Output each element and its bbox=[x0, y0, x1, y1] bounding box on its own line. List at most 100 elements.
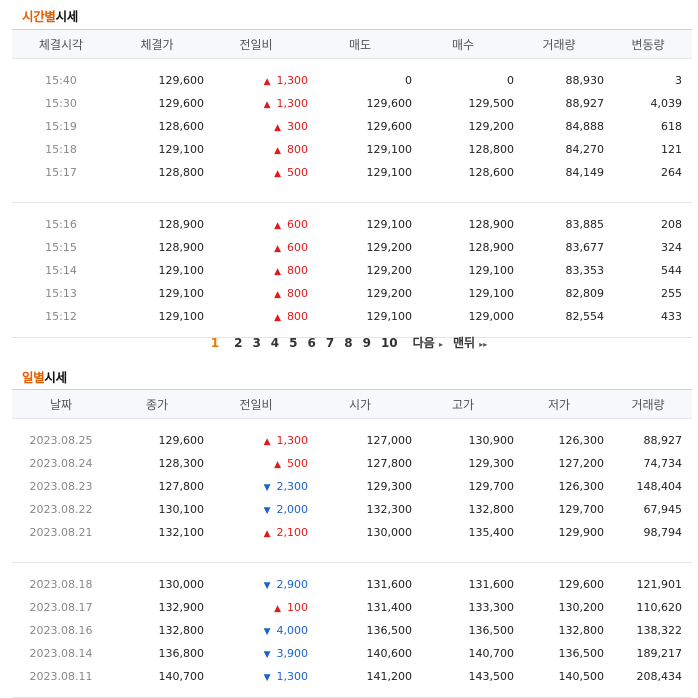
low-cell: 136,500 bbox=[558, 647, 605, 660]
volume-cell: 83,353 bbox=[565, 264, 605, 277]
diff-value: 800 bbox=[287, 143, 308, 156]
close-cell: 130,000 bbox=[158, 578, 205, 591]
col-header-volume: 거래량 bbox=[604, 389, 692, 419]
last-page-link[interactable]: 맨뒤 ▸▸ bbox=[452, 336, 488, 350]
buy-cell: 128,800 bbox=[468, 143, 515, 156]
change-cell: 255 bbox=[661, 287, 682, 300]
table-row: 15:30 129,600 ▲ 1,300 129,600 129,500 88,927 4,… bbox=[12, 92, 692, 115]
next-page-link[interactable]: 다음 ▸ bbox=[412, 336, 443, 350]
table-row: 2023.08.11 140,700 ▼ 1,300 141,200 143,500 140… bbox=[12, 665, 692, 688]
buy-cell: 129,100 bbox=[468, 264, 515, 277]
diff-value: 800 bbox=[287, 264, 308, 277]
page-link-9[interactable]: 9 bbox=[362, 336, 371, 350]
open-cell: 132,300 bbox=[366, 503, 413, 516]
close-cell: 132,800 bbox=[158, 624, 205, 637]
high-cell: 131,600 bbox=[468, 578, 515, 591]
time-cell: 15:18 bbox=[45, 143, 77, 156]
buy-cell: 129,100 bbox=[468, 287, 515, 300]
down-arrow-icon: ▼ bbox=[263, 650, 271, 660]
page-link-7[interactable]: 7 bbox=[325, 336, 335, 350]
close-cell: 136,800 bbox=[158, 647, 205, 660]
table-row: 15:18 129,100 ▲ 800 129,100 128,800 84,270 121 bbox=[12, 138, 692, 161]
up-arrow-icon: ▲ bbox=[263, 77, 271, 87]
volume-cell: 110,620 bbox=[636, 601, 683, 614]
low-cell: 126,300 bbox=[558, 480, 605, 493]
low-cell: 129,600 bbox=[558, 578, 605, 591]
change-cell: 324 bbox=[661, 241, 682, 254]
down-arrow-icon: ▼ bbox=[263, 673, 271, 683]
volume-cell: 148,404 bbox=[636, 480, 683, 493]
sell-cell: 129,200 bbox=[366, 287, 413, 300]
change-cell: 544 bbox=[661, 264, 682, 277]
price-cell: 129,100 bbox=[158, 264, 205, 277]
page-current[interactable]: 1 bbox=[210, 336, 220, 350]
diff-value: 1,300 bbox=[276, 670, 309, 683]
diff-cell: ▼ 3,900 bbox=[204, 642, 308, 665]
open-cell: 131,600 bbox=[366, 578, 413, 591]
open-cell: 140,600 bbox=[366, 647, 413, 660]
diff-cell: ▲ 500 bbox=[204, 161, 308, 184]
close-cell: 132,900 bbox=[158, 601, 205, 614]
diff-value: 4,000 bbox=[276, 624, 309, 637]
sell-cell: 129,100 bbox=[366, 166, 413, 179]
diff-value: 800 bbox=[287, 287, 308, 300]
price-cell: 129,100 bbox=[158, 310, 205, 323]
page-link-5[interactable]: 5 bbox=[289, 336, 298, 350]
diff-cell: ▲ 500 bbox=[204, 452, 308, 475]
table-row: 2023.08.25 129,600 ▲ 1,300 127,000 130,900 126… bbox=[12, 429, 692, 452]
time-cell: 15:15 bbox=[45, 241, 77, 254]
price-cell: 128,800 bbox=[158, 166, 205, 179]
diff-value: 500 bbox=[287, 166, 308, 179]
down-arrow-icon: ▼ bbox=[263, 506, 271, 516]
page-link-3[interactable]: 3 bbox=[252, 336, 261, 350]
up-arrow-icon: ▲ bbox=[274, 169, 281, 179]
close-cell: 128,300 bbox=[158, 457, 205, 470]
date-cell: 2023.08.11 bbox=[29, 670, 93, 683]
date-cell: 2023.08.21 bbox=[29, 526, 93, 539]
high-cell: 132,800 bbox=[468, 503, 515, 516]
change-cell: 4,039 bbox=[650, 97, 683, 110]
page-link-6[interactable]: 6 bbox=[307, 336, 316, 350]
close-cell: 129,600 bbox=[158, 434, 205, 447]
volume-cell: 98,794 bbox=[643, 526, 683, 539]
diff-value: 1,300 bbox=[276, 97, 309, 110]
volume-cell: 82,809 bbox=[565, 287, 605, 300]
up-arrow-icon: ▲ bbox=[274, 221, 281, 231]
low-cell: 140,500 bbox=[558, 670, 605, 683]
date-cell: 2023.08.17 bbox=[29, 601, 93, 614]
diff-cell: ▲ 600 bbox=[204, 236, 308, 259]
table-row: 2023.08.16 132,800 ▼ 4,000 136,500 136,500 132… bbox=[12, 619, 692, 642]
price-cell: 128,900 bbox=[158, 241, 205, 254]
price-cell: 129,600 bbox=[158, 97, 205, 110]
page-link-10[interactable]: 10 bbox=[380, 336, 398, 350]
sell-cell: 129,200 bbox=[366, 264, 413, 277]
sell-cell: 129,200 bbox=[366, 241, 413, 254]
down-arrow-icon: ▼ bbox=[263, 483, 271, 493]
low-cell: 127,200 bbox=[558, 457, 605, 470]
high-cell: 133,300 bbox=[468, 601, 515, 614]
diff-cell: ▲ 800 bbox=[204, 138, 308, 161]
down-arrow-icon: ▼ bbox=[263, 581, 271, 591]
diff-value: 3,900 bbox=[276, 647, 309, 660]
volume-cell: 88,927 bbox=[643, 434, 683, 447]
volume-cell: 84,270 bbox=[565, 143, 605, 156]
low-cell: 132,800 bbox=[558, 624, 605, 637]
diff-cell: ▲ 300 bbox=[204, 115, 308, 138]
table-header-row: 날짜 종가 전일비 시가 고가 저가 거래량 bbox=[12, 389, 692, 419]
low-cell: 130,200 bbox=[558, 601, 605, 614]
time-cell: 15:17 bbox=[45, 166, 77, 179]
col-header-open: 시가 bbox=[308, 389, 412, 419]
diff-value: 1,300 bbox=[276, 434, 309, 447]
col-header-price: 체결가 bbox=[110, 29, 204, 59]
diff-value: 2,900 bbox=[276, 578, 309, 591]
page-link-2[interactable]: 2 bbox=[234, 336, 243, 350]
diff-value: 600 bbox=[287, 241, 308, 254]
table-row: 2023.08.21 132,100 ▲ 2,100 130,000 135,400 129… bbox=[12, 521, 692, 544]
page-link-4[interactable]: 4 bbox=[270, 336, 280, 350]
page-link-8[interactable]: 8 bbox=[344, 336, 353, 350]
row-spacer bbox=[12, 419, 692, 430]
col-header-diff: 전일비 bbox=[204, 29, 308, 59]
date-cell: 2023.08.16 bbox=[29, 624, 93, 637]
table-row: 15:12 129,100 ▲ 800 129,100 129,000 82,554 433 bbox=[12, 305, 692, 328]
col-header-buy: 매수 bbox=[412, 29, 514, 59]
